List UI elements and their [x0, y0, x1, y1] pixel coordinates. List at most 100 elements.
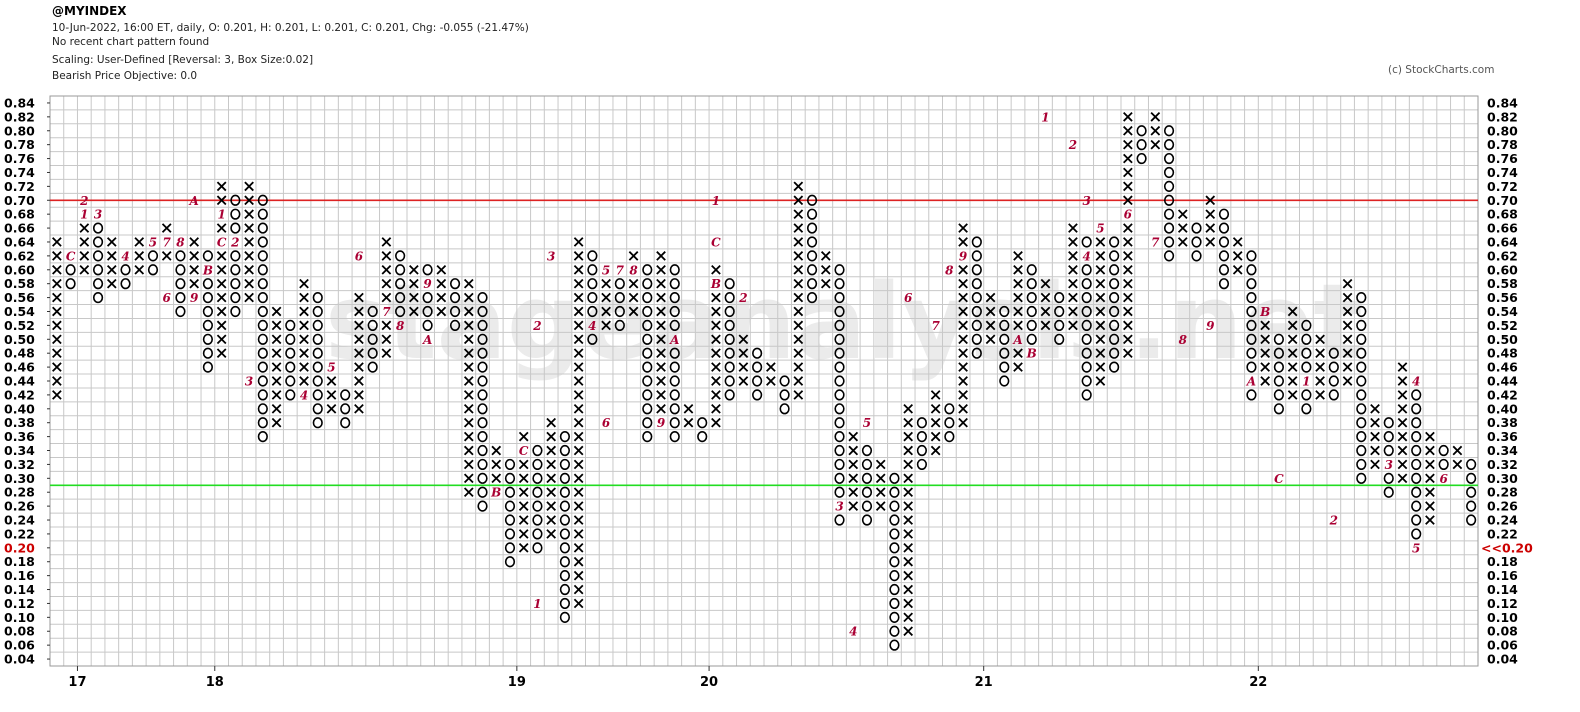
month-marker: 9: [959, 249, 968, 263]
month-marker: 5: [863, 416, 871, 430]
o-mark: [724, 291, 735, 304]
x-mark: [875, 459, 886, 470]
o-mark: [1411, 500, 1422, 512]
x-mark: [1232, 237, 1243, 247]
month-marker: 2: [79, 194, 88, 208]
o-mark: [1246, 278, 1257, 290]
x-mark: [875, 487, 886, 498]
x-mark: [1315, 362, 1325, 372]
x-mark: [573, 306, 584, 317]
o-mark: [257, 389, 268, 401]
x-mark: [381, 292, 392, 303]
y-tick-label-left: 0.34: [4, 443, 35, 458]
o-mark: [889, 583, 900, 596]
o-mark: [312, 291, 323, 304]
y-tick-label-right: 0.62: [1487, 248, 1518, 263]
o-mark: [1246, 305, 1257, 318]
o-mark: [175, 305, 186, 318]
o-mark: [642, 278, 653, 290]
x-mark: [1040, 320, 1051, 331]
x-mark: [903, 487, 914, 498]
x-mark: [52, 334, 62, 345]
y-tick-label-left: 0.40: [4, 401, 35, 416]
x-mark: [546, 529, 557, 539]
x-mark: [1425, 501, 1435, 511]
o-mark: [1163, 222, 1175, 234]
o-mark: [175, 291, 186, 304]
o-mark: [285, 389, 296, 401]
o-mark: [587, 305, 598, 318]
o-mark: [669, 431, 680, 443]
y-tick-label-right: 0.18: [1487, 554, 1518, 569]
y-tick-label-left: 0.78: [4, 137, 35, 152]
x-mark: [985, 334, 996, 345]
month-marker: B: [1026, 347, 1037, 361]
o-mark: [477, 444, 488, 457]
x-mark: [1287, 362, 1298, 372]
x-mark: [1095, 306, 1106, 317]
month-marker: 7: [382, 305, 391, 319]
o-mark: [285, 333, 296, 345]
month-marker: 1: [1302, 375, 1310, 389]
x-mark: [354, 306, 364, 317]
x-mark: [271, 417, 282, 428]
o-mark: [1328, 389, 1339, 401]
x-mark: [793, 223, 804, 233]
month-marker: A: [669, 333, 679, 347]
y-tick-label-right: 0.36: [1487, 429, 1518, 444]
month-marker: 1: [533, 597, 541, 611]
o-mark: [1466, 514, 1477, 526]
month-marker: 4: [849, 625, 857, 639]
o-mark: [559, 556, 571, 568]
o-mark: [1054, 305, 1065, 318]
x-mark: [52, 362, 62, 372]
o-mark: [1081, 264, 1092, 276]
o-mark: [834, 305, 845, 318]
x-mark: [518, 529, 529, 539]
y-tick-label-left: 0.54: [4, 304, 35, 319]
o-mark: [1411, 444, 1422, 457]
o-mark: [1411, 431, 1422, 443]
o-mark: [92, 264, 104, 276]
o-mark: [889, 500, 900, 512]
x-mark: [546, 515, 557, 525]
o-mark: [806, 222, 818, 234]
x-mark: [326, 403, 337, 414]
o-mark: [1301, 347, 1312, 359]
x-mark: [1095, 292, 1106, 303]
x-mark: [1397, 431, 1408, 442]
x-mark: [848, 431, 859, 442]
y-tick-label-right: 0.34: [1487, 443, 1518, 458]
o-mark: [367, 305, 378, 318]
x-mark: [463, 292, 474, 303]
x-mark: [903, 403, 914, 414]
o-mark: [834, 431, 845, 443]
o-mark: [367, 347, 378, 359]
x-mark: [930, 390, 941, 400]
month-marker: 6: [1439, 472, 1448, 486]
o-mark: [1356, 361, 1367, 373]
x-mark: [1123, 195, 1133, 206]
x-mark: [1095, 348, 1106, 359]
x-mark: [738, 376, 749, 386]
month-marker: 2: [738, 291, 747, 305]
x-mark: [1013, 278, 1023, 289]
x-mark: [216, 306, 227, 317]
y-tick-label-right: 0.46: [1487, 360, 1518, 375]
scaling-info: Scaling: User-Defined [Reversal: 3, Box …: [52, 54, 314, 66]
o-mark: [1163, 180, 1175, 192]
month-marker: 1: [80, 208, 88, 222]
o-mark: [422, 264, 433, 276]
x-mark: [958, 264, 968, 275]
o-mark: [806, 194, 818, 206]
x-mark: [354, 403, 364, 414]
x-mark: [1205, 223, 1216, 233]
x-mark: [1123, 125, 1133, 136]
x-mark: [573, 501, 584, 511]
x-mark: [738, 334, 749, 345]
x-mark: [463, 403, 474, 414]
y-tick-label-left: 0.80: [4, 123, 35, 138]
x-mark: [216, 320, 227, 331]
x-mark: [381, 237, 392, 247]
